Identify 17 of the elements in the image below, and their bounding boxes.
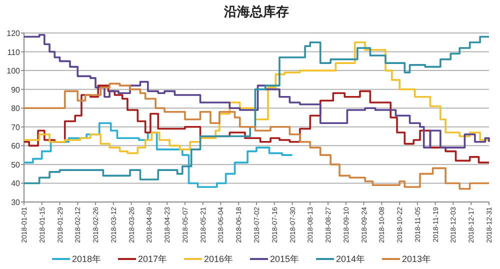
y-tick-label: 80 [11,104,21,114]
legend-label: 2015年 [270,254,300,264]
y-tick-label: 120 [6,29,21,38]
legend-label: 2013年 [402,254,432,264]
y-tick-label: 60 [11,142,21,151]
legend-label: 2016年 [204,254,234,264]
y-tick-label: 30 [11,198,21,207]
legend-label: 2018年 [72,254,102,264]
legend-label: 2017年 [138,254,168,264]
chart-title: 沿海总库存 [223,4,289,19]
y-tick-label: 110 [7,48,21,57]
y-tick-label: 90 [11,85,21,94]
y-tick-label: 50 [11,160,21,170]
y-tick-label: 40 [11,179,21,188]
legend-label: 2014年 [336,254,366,264]
y-tick-label: 100 [6,66,21,76]
y-tick-label: 70 [11,122,21,132]
